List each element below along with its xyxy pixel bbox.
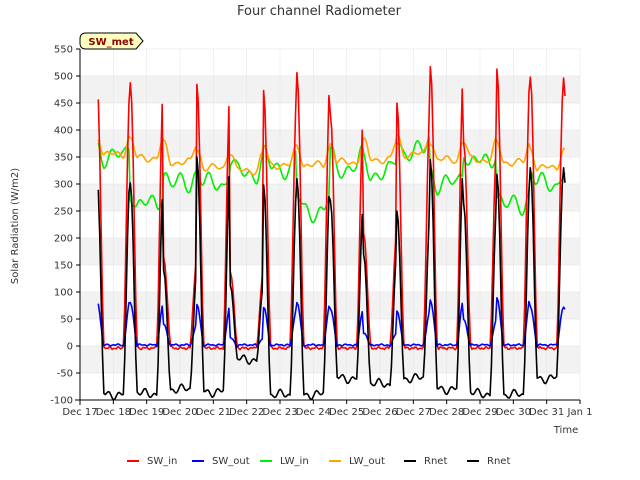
plot-band xyxy=(80,211,580,238)
legend-label: Rnet xyxy=(424,456,447,467)
x-tick-label: Dec 31 xyxy=(529,407,564,418)
x-tick-label: Dec 23 xyxy=(262,407,297,418)
sw-in-line xyxy=(97,65,566,351)
y-tick-label: 300 xyxy=(54,180,73,191)
rnet-line xyxy=(97,156,566,401)
x-tick-label: Dec 20 xyxy=(162,407,197,418)
x-tick-label: Dec 26 xyxy=(362,407,397,418)
x-tick-label: Jan 1 xyxy=(567,407,593,418)
y-axis-label: Solar Radiation (W/m2) xyxy=(10,168,21,284)
x-tick-label: Dec 21 xyxy=(196,407,231,418)
x-tick-label: Dec 30 xyxy=(496,407,531,418)
legend-label: LW_out xyxy=(349,456,385,467)
y-tick-label: 200 xyxy=(54,234,73,245)
y-tick-label: 0 xyxy=(67,342,73,353)
y-tick-label: 100 xyxy=(54,288,73,299)
y-tick-label: 400 xyxy=(54,126,73,137)
y-tick-label: 500 xyxy=(54,72,73,83)
x-tick-label: Dec 24 xyxy=(296,407,331,418)
legend: SW_in SW_out LW_in LW_out Rnet Rnet xyxy=(127,456,510,467)
plot-band xyxy=(80,373,580,400)
x-tick-label: Dec 27 xyxy=(396,407,431,418)
y-tick-labels: -100 -50 0 50 100 150 200 250 300 350 400 450 500 550 xyxy=(50,45,80,407)
y-tick-label: 150 xyxy=(54,261,73,272)
x-tick-label: Dec 28 xyxy=(429,407,464,418)
plot-band xyxy=(80,319,580,346)
plot-band xyxy=(80,292,580,319)
x-tick-label: Dec 19 xyxy=(129,407,164,418)
x-tick-label: Dec 25 xyxy=(329,407,364,418)
legend-label: Rnet xyxy=(487,456,510,467)
legend-label: SW_in xyxy=(147,456,177,467)
plot-band xyxy=(80,49,580,76)
legend-label: LW_in xyxy=(280,456,309,467)
badge: SW_met xyxy=(79,32,144,50)
y-tick-label: 50 xyxy=(60,315,73,326)
badge-label: SW_met xyxy=(88,37,133,48)
y-tick-label: 350 xyxy=(54,153,73,164)
x-tick-label: Dec 18 xyxy=(96,407,131,418)
plot-band xyxy=(80,238,580,265)
sw-out-line xyxy=(97,297,566,348)
legend-label: SW_out xyxy=(212,456,250,467)
chart-title: Four channel Radiometer xyxy=(237,4,402,19)
x-tick-label: Dec 22 xyxy=(229,407,264,418)
x-tick-label: Dec 17 xyxy=(62,407,97,418)
x-tick-label: Dec 29 xyxy=(462,407,497,418)
series-layer xyxy=(97,65,566,401)
x-axis-label: Time xyxy=(553,425,578,436)
y-tick-label: 250 xyxy=(54,207,73,218)
y-tick-label: -50 xyxy=(57,369,73,380)
y-tick-label: 450 xyxy=(54,99,73,110)
plot-band xyxy=(80,265,580,292)
plot-band xyxy=(80,76,580,103)
badge-shape xyxy=(79,32,144,50)
plot-band xyxy=(80,346,580,373)
y-tick-label: -100 xyxy=(50,396,73,407)
y-tick-label: 550 xyxy=(54,45,73,56)
